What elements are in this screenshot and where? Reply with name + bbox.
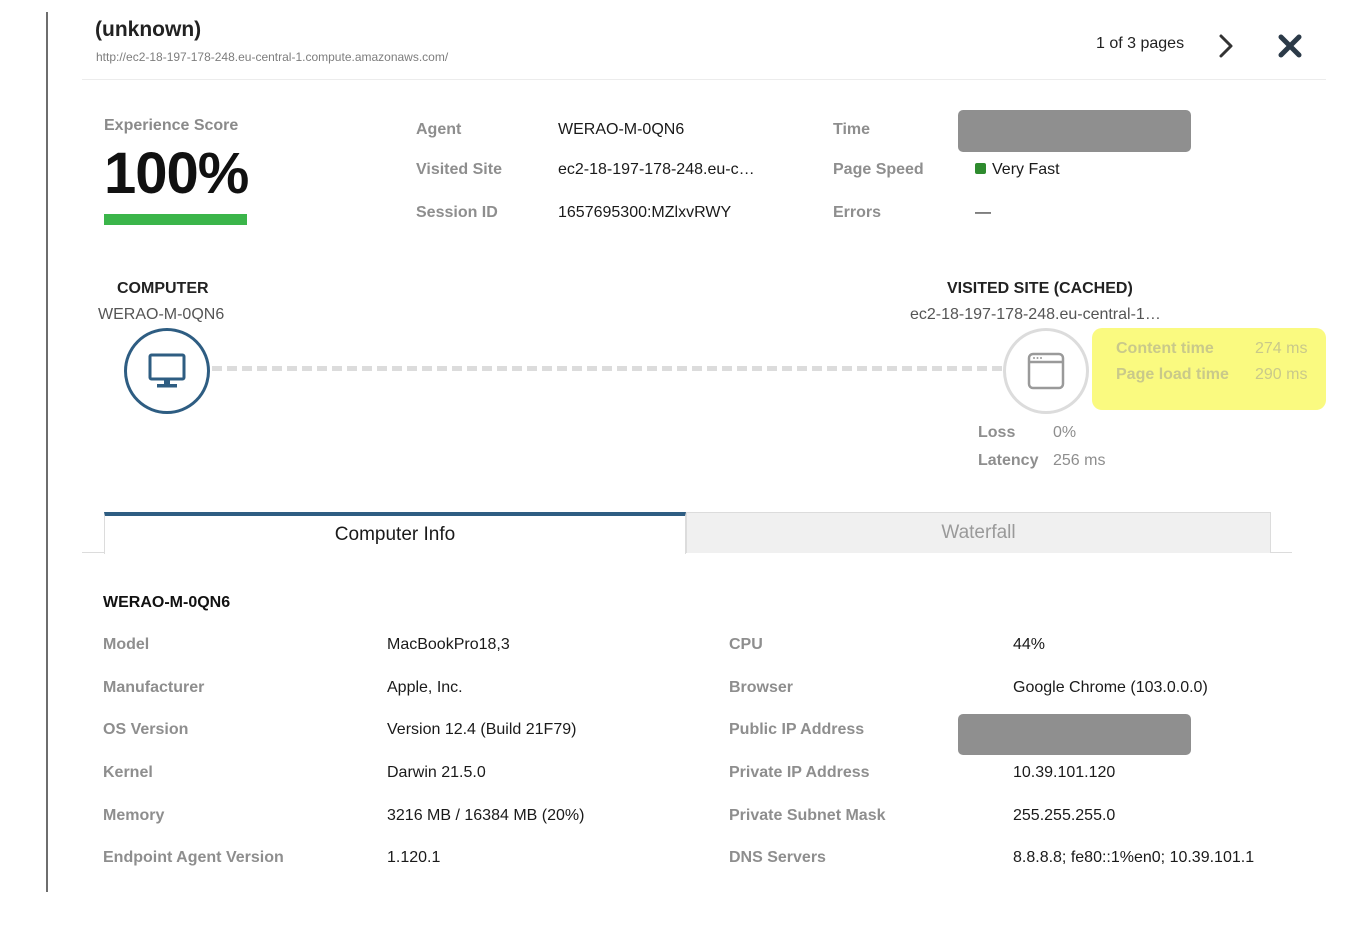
public-ip-value-redacted — [958, 714, 1191, 755]
page-speed-text: Very Fast — [992, 161, 1060, 178]
agent-label: Agent — [416, 121, 462, 138]
visited-site-value[interactable]: ec2-18-197-178-248.eu-c… — [558, 161, 755, 178]
page-url: http://ec2-18-197-178-248.eu-central-1.c… — [96, 50, 449, 64]
session-id-value: 1657695300:MZlxvRWY — [558, 204, 732, 221]
errors-label: Errors — [833, 204, 882, 221]
time-value-redacted — [958, 110, 1191, 152]
endpoint-agent-version-value: 1.120.1 — [387, 849, 441, 866]
latency-value: 256 ms — [1053, 452, 1106, 469]
experience-score-value: 100% — [104, 141, 249, 206]
browser-window-icon — [1027, 352, 1065, 390]
close-icon — [1278, 34, 1302, 58]
model-label: Model — [103, 636, 150, 653]
computer-node[interactable] — [124, 328, 210, 414]
session-id-label: Session ID — [416, 204, 498, 221]
subnet-mask-value: 255.255.255.0 — [1013, 807, 1116, 824]
cpu-value: 44% — [1013, 636, 1046, 653]
content-time-value: 274 ms — [1255, 340, 1308, 357]
page-load-time-label: Page load time — [1116, 366, 1229, 383]
private-ip-label: Private IP Address — [729, 764, 870, 781]
close-button[interactable] — [1275, 31, 1305, 61]
visited-site-node[interactable] — [1003, 328, 1089, 414]
dns-servers-label: DNS Servers — [729, 849, 826, 866]
computer-info-title: WERAO-M-0QN6 — [103, 594, 231, 611]
dns-servers-value: 8.8.8.8; fe80::1%en0; 10.39.101.1 — [1013, 849, 1255, 866]
kernel-value: Darwin 21.5.0 — [387, 764, 486, 781]
experience-score-bar-fill — [104, 214, 247, 225]
memory-value: 3216 MB / 16384 MB (20%) — [387, 807, 585, 824]
content-time-label: Content time — [1116, 340, 1214, 357]
endpoint-agent-version-label: Endpoint Agent Version — [103, 849, 284, 866]
computer-node-name: WERAO-M-0QN6 — [98, 306, 225, 323]
site-node-title: VISITED SITE (CACHED) — [947, 280, 1133, 297]
page-speed-status-icon — [975, 163, 986, 175]
browser-value: Google Chrome (103.0.0.0) — [1013, 679, 1208, 696]
page-counter: 1 of 3 pages — [1096, 35, 1185, 52]
public-ip-label: Public IP Address — [729, 721, 865, 738]
loss-value: 0% — [1053, 424, 1077, 441]
experience-score-label: Experience Score — [104, 117, 239, 134]
memory-label: Memory — [103, 807, 165, 824]
agent-value: WERAO-M-0QN6 — [558, 121, 685, 138]
experience-score-bar — [104, 214, 247, 225]
time-label: Time — [833, 121, 871, 138]
tab-waterfall[interactable]: Waterfall — [686, 512, 1271, 553]
monitor-icon — [148, 353, 186, 388]
page-speed-label: Page Speed — [833, 161, 924, 178]
page-load-time-value: 290 ms — [1255, 366, 1308, 383]
os-version-label: OS Version — [103, 721, 189, 738]
page-speed-value: Very Fast — [975, 161, 1060, 179]
cpu-label: CPU — [729, 636, 763, 653]
network-path-line — [212, 366, 1002, 371]
model-value: MacBookPro18,3 — [387, 636, 510, 653]
latency-label: Latency — [978, 452, 1039, 469]
manufacturer-value: Apple, Inc. — [387, 679, 463, 696]
subnet-mask-label: Private Subnet Mask — [729, 807, 886, 824]
panel-left-border — [46, 12, 48, 892]
tab-computer-info[interactable]: Computer Info — [104, 512, 686, 554]
loss-label: Loss — [978, 424, 1016, 441]
next-page-button[interactable] — [1212, 31, 1242, 61]
computer-node-title: COMPUTER — [117, 280, 209, 297]
header-divider — [82, 79, 1326, 80]
private-ip-value: 10.39.101.120 — [1013, 764, 1116, 781]
browser-label: Browser — [729, 679, 794, 696]
site-node-name: ec2-18-197-178-248.eu-central-1… — [910, 306, 1161, 323]
manufacturer-label: Manufacturer — [103, 679, 205, 696]
os-version-value: Version 12.4 (Build 21F79) — [387, 721, 577, 738]
chevron-right-icon — [1219, 34, 1233, 58]
errors-value: — — [975, 204, 991, 221]
timing-highlight-box — [1092, 328, 1326, 410]
visited-site-label: Visited Site — [416, 161, 502, 178]
page-title: (unknown) — [95, 18, 202, 41]
kernel-label: Kernel — [103, 764, 153, 781]
